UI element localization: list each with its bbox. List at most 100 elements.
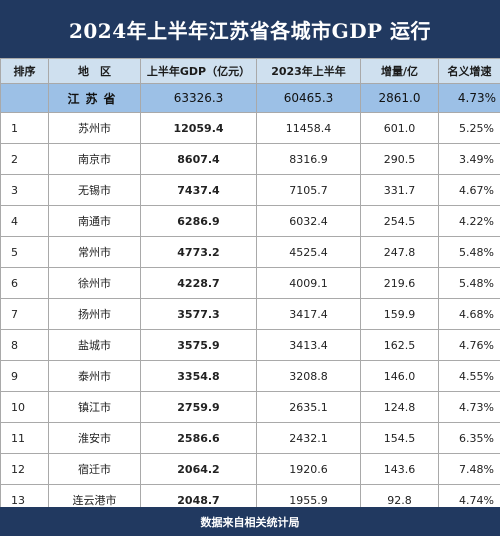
region-cell: 泰州市 xyxy=(48,360,141,392)
growth-cell: 4.22% xyxy=(438,205,500,237)
region-cell: 徐州市 xyxy=(48,267,141,299)
rank-cell: 3 xyxy=(0,174,49,206)
table-row: 12 宿迁市 2064.2 1920.6 143.6 7.48% xyxy=(0,453,500,485)
table-row: 8 盐城市 3575.9 3413.4 162.5 4.76% xyxy=(0,329,500,361)
column-header-increment: 增量/亿 xyxy=(360,58,439,84)
prev-year-cell: 11458.4 xyxy=(256,112,361,144)
table-row: 7 扬州市 3577.3 3417.4 159.9 4.68% xyxy=(0,298,500,330)
rank-cell: 6 xyxy=(0,267,49,299)
increment-cell: 331.7 xyxy=(360,174,439,206)
gdp-cell: 3354.8 xyxy=(140,360,257,392)
growth-cell: 4.73% xyxy=(438,391,500,423)
increment-cell: 247.8 xyxy=(360,236,439,268)
increment-cell: 162.5 xyxy=(360,329,439,361)
rank-cell: 9 xyxy=(0,360,49,392)
increment-cell: 601.0 xyxy=(360,112,439,144)
gdp-cell: 3577.3 xyxy=(140,298,257,330)
column-header-row: 排序 地 区 上半年GDP（亿元） 2023年上半年 增量/亿 名义增速 xyxy=(0,58,500,84)
growth-cell: 4.68% xyxy=(438,298,500,330)
table-row: 11 淮安市 2586.6 2432.1 154.5 6.35% xyxy=(0,422,500,454)
increment-cell: 254.5 xyxy=(360,205,439,237)
region-cell: 常州市 xyxy=(48,236,141,268)
growth-cell: 4.76% xyxy=(438,329,500,361)
growth-cell: 4.67% xyxy=(438,174,500,206)
region-cell: 南京市 xyxy=(48,143,141,175)
increment-cell: 159.9 xyxy=(360,298,439,330)
table-row: 5 常州市 4773.2 4525.4 247.8 5.48% xyxy=(0,236,500,268)
growth-cell: 7.48% xyxy=(438,453,500,485)
region-cell: 南通市 xyxy=(48,205,141,237)
rank-cell: 1 xyxy=(0,112,49,144)
increment-cell: 154.5 xyxy=(360,422,439,454)
total-region-cell: 江苏省 xyxy=(48,83,141,113)
table-row: 6 徐州市 4228.7 4009.1 219.6 5.48% xyxy=(0,267,500,299)
region-cell: 盐城市 xyxy=(48,329,141,361)
prev-year-cell: 3413.4 xyxy=(256,329,361,361)
gdp-cell: 7437.4 xyxy=(140,174,257,206)
region-cell: 扬州市 xyxy=(48,298,141,330)
column-header-prev-year: 2023年上半年 xyxy=(256,58,361,84)
rank-cell: 5 xyxy=(0,236,49,268)
rank-cell: 7 xyxy=(0,298,49,330)
column-header-region: 地 区 xyxy=(48,58,141,84)
total-gdp-cell: 63326.3 xyxy=(140,83,257,113)
total-row: 江苏省 63326.3 60465.3 2861.0 4.73% xyxy=(0,83,500,113)
gdp-cell: 2759.9 xyxy=(140,391,257,423)
increment-cell: 124.8 xyxy=(360,391,439,423)
region-cell: 无锡市 xyxy=(48,174,141,206)
gdp-table: 排序 地 区 上半年GDP（亿元） 2023年上半年 增量/亿 名义增速 江苏省… xyxy=(0,58,500,516)
prev-year-cell: 1920.6 xyxy=(256,453,361,485)
rank-cell: 10 xyxy=(0,391,49,423)
table-row: 3 无锡市 7437.4 7105.7 331.7 4.67% xyxy=(0,174,500,206)
region-cell: 宿迁市 xyxy=(48,453,141,485)
total-increment-cell: 2861.0 xyxy=(360,83,439,113)
rank-cell: 8 xyxy=(0,329,49,361)
growth-cell: 3.49% xyxy=(438,143,500,175)
gdp-cell: 2064.2 xyxy=(140,453,257,485)
increment-cell: 143.6 xyxy=(360,453,439,485)
increment-cell: 290.5 xyxy=(360,143,439,175)
total-rank-cell xyxy=(0,83,49,113)
prev-year-cell: 3417.4 xyxy=(256,298,361,330)
source-footer: 数据来自相关统计局 xyxy=(0,507,500,536)
growth-cell: 5.48% xyxy=(438,267,500,299)
growth-cell: 5.25% xyxy=(438,112,500,144)
table-row: 4 南通市 6286.9 6032.4 254.5 4.22% xyxy=(0,205,500,237)
prev-year-cell: 3208.8 xyxy=(256,360,361,392)
region-cell: 苏州市 xyxy=(48,112,141,144)
gdp-cell: 6286.9 xyxy=(140,205,257,237)
prev-year-cell: 6032.4 xyxy=(256,205,361,237)
column-header-rank: 排序 xyxy=(0,58,49,84)
rank-cell: 2 xyxy=(0,143,49,175)
prev-year-cell: 4009.1 xyxy=(256,267,361,299)
prev-year-cell: 7105.7 xyxy=(256,174,361,206)
table-row: 2 南京市 8607.4 8316.9 290.5 3.49% xyxy=(0,143,500,175)
gdp-cell: 3575.9 xyxy=(140,329,257,361)
column-header-growth: 名义增速 xyxy=(438,58,500,84)
gdp-cell: 4228.7 xyxy=(140,267,257,299)
total-growth-cell: 4.73% xyxy=(438,83,500,113)
prev-year-cell: 4525.4 xyxy=(256,236,361,268)
gdp-cell: 12059.4 xyxy=(140,112,257,144)
rank-cell: 4 xyxy=(0,205,49,237)
table-row: 10 镇江市 2759.9 2635.1 124.8 4.73% xyxy=(0,391,500,423)
prev-year-cell: 2635.1 xyxy=(256,391,361,423)
growth-cell: 6.35% xyxy=(438,422,500,454)
rank-cell: 11 xyxy=(0,422,49,454)
prev-year-cell: 8316.9 xyxy=(256,143,361,175)
table-row: 9 泰州市 3354.8 3208.8 146.0 4.55% xyxy=(0,360,500,392)
gdp-cell: 2586.6 xyxy=(140,422,257,454)
region-cell: 镇江市 xyxy=(48,391,141,423)
increment-cell: 219.6 xyxy=(360,267,439,299)
total-prev-cell: 60465.3 xyxy=(256,83,361,113)
gdp-cell: 8607.4 xyxy=(140,143,257,175)
rank-cell: 12 xyxy=(0,453,49,485)
region-cell: 淮安市 xyxy=(48,422,141,454)
page-title: 2024年上半年江苏省各城市GDP 运行 xyxy=(0,0,500,58)
growth-cell: 5.48% xyxy=(438,236,500,268)
increment-cell: 146.0 xyxy=(360,360,439,392)
prev-year-cell: 2432.1 xyxy=(256,422,361,454)
growth-cell: 4.55% xyxy=(438,360,500,392)
column-header-gdp: 上半年GDP（亿元） xyxy=(140,58,257,84)
